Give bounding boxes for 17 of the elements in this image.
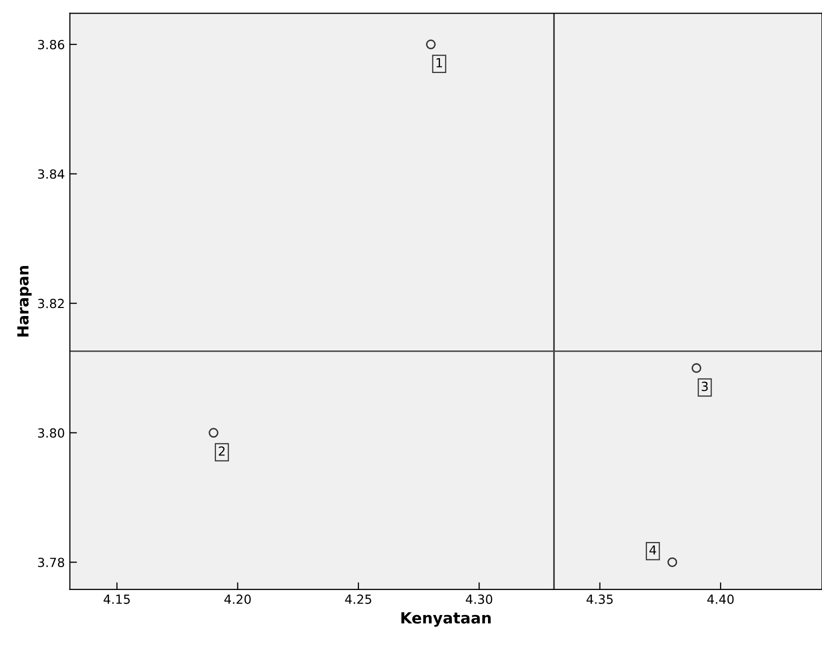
- y-tick-label: 3.86: [38, 40, 64, 50]
- annotation: 1: [436, 58, 442, 68]
- x-tick-label: 4.25: [345, 594, 372, 604]
- x-tick-label: 4.15: [104, 594, 130, 604]
- annotation: 4: [649, 545, 656, 555]
- annotation: 2: [218, 446, 225, 456]
- x-tick-label: 4.30: [466, 594, 492, 604]
- y-tick-label: 3.82: [38, 298, 64, 308]
- x-axis-title: Kenyataan: [401, 612, 491, 627]
- y-axis-title: Harapan: [17, 266, 32, 336]
- x-tick-label: 4.40: [707, 594, 734, 604]
- x-tick-label: 4.20: [224, 594, 251, 604]
- y-tick-label: 3.80: [38, 428, 64, 438]
- y-tick-label: 3.78: [38, 558, 64, 568]
- annotation: 3: [702, 382, 708, 392]
- x-tick-label: 4.35: [586, 594, 613, 604]
- y-tick-label: 3.84: [38, 169, 64, 179]
